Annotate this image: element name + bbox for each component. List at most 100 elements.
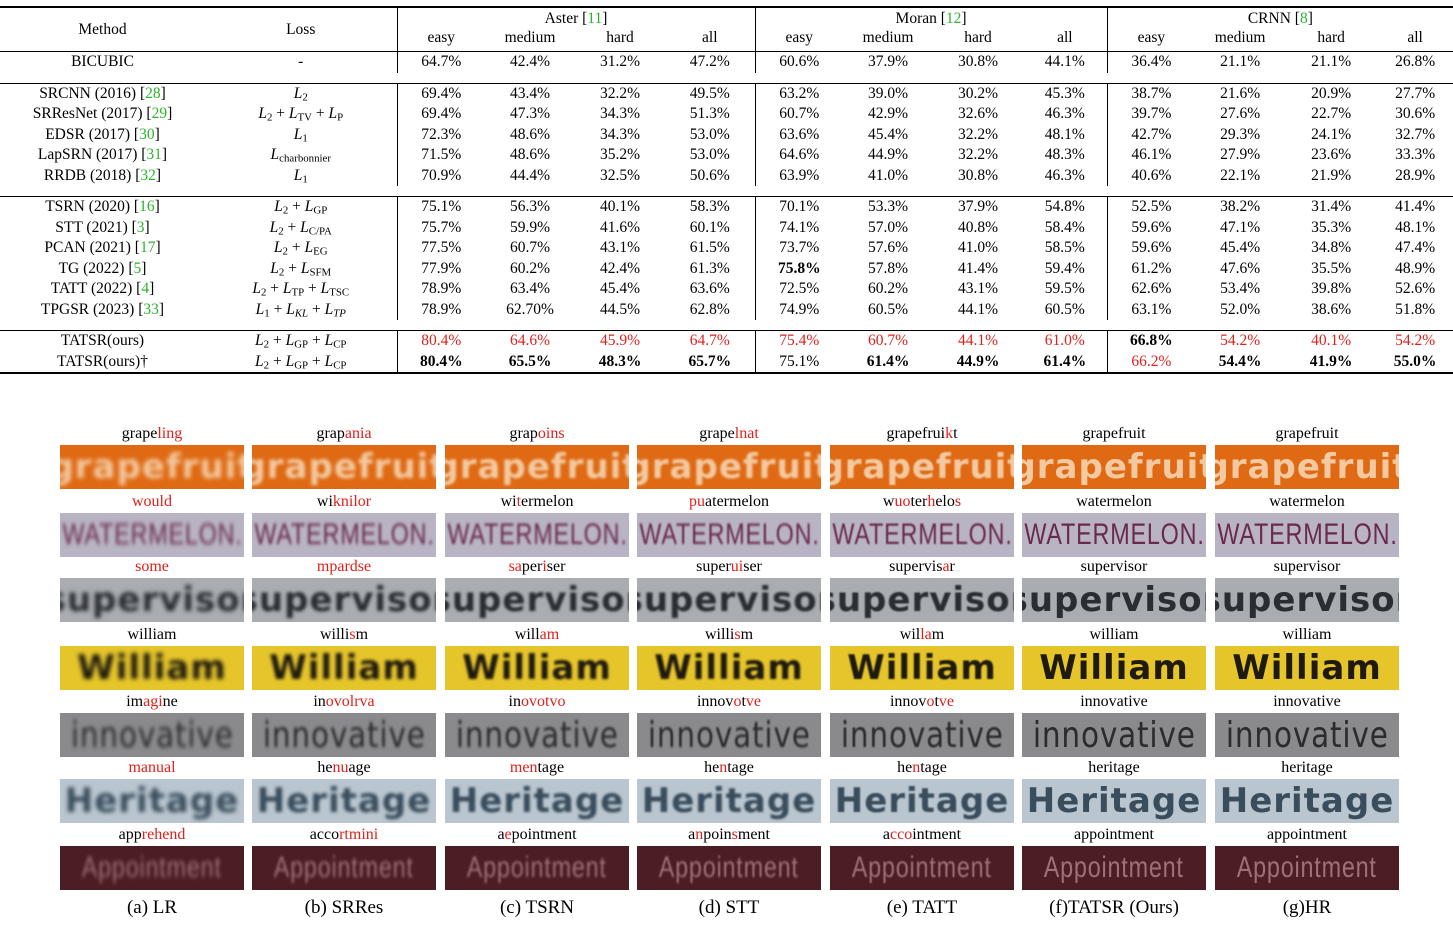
wrong-chars: s <box>731 826 738 843</box>
value-cell: 53.3% <box>843 196 934 218</box>
figure-cell: grapeling grapefruit <box>60 425 244 492</box>
prediction-label: appointment <box>1215 826 1399 844</box>
value-cell: 44.5% <box>599 300 641 318</box>
loss-cell: Lcharbonnier <box>270 146 331 165</box>
text-image-crop: grapefruit <box>252 445 436 489</box>
value-cell: 71.5% <box>396 145 485 166</box>
correct-chars: he <box>897 759 913 776</box>
wrong-chars: sa <box>508 558 522 575</box>
text-image-crop: WATERMELON. <box>830 513 1014 557</box>
text-image-crop: Heritage <box>1215 779 1399 823</box>
figure-cell: innovative innovative <box>1022 693 1206 760</box>
citation: 5 <box>133 259 142 277</box>
value-cell: 80.4% <box>396 351 485 374</box>
value-cell: 59.5% <box>1044 280 1085 297</box>
correct-chars: ser <box>546 558 566 575</box>
method-name: STT (2021) <box>55 218 128 236</box>
loss-cell: L1 <box>293 166 308 186</box>
figure-cell: willam William <box>445 626 629 693</box>
value-cell: 49.5% <box>665 82 756 104</box>
figure-cell: some supervisor <box>60 558 244 625</box>
prediction-label: wiknilor <box>252 493 436 511</box>
wrong-chars: t <box>516 493 522 510</box>
value-cell: 60.1% <box>689 218 730 236</box>
method-name: TG (2022) <box>58 259 125 277</box>
method-name: EDSR (2017) <box>45 125 131 143</box>
citation: 8 <box>1299 10 1308 27</box>
text-image-crop: innovative <box>60 713 244 757</box>
value-cell: 74.9% <box>754 299 844 320</box>
figure-cell: supervisar supervisor <box>830 558 1014 625</box>
correct-chars: grape <box>121 425 158 442</box>
prediction-label: innovotve <box>637 693 821 711</box>
prediction-label: mpardse <box>252 558 436 576</box>
figure-cell: watermelon WATERMELON. <box>1022 493 1206 560</box>
text-image-crop: innovative <box>1215 713 1399 757</box>
subcol-header-all: all <box>1057 29 1073 46</box>
wrong-chars: k <box>945 425 954 442</box>
citation: 12 <box>945 10 962 27</box>
value-cell: 51.3% <box>689 105 730 122</box>
value-cell: 44.1% <box>958 300 999 318</box>
figure-cell: inovolrva innovative <box>252 693 436 760</box>
value-cell: 78.9% <box>396 299 485 320</box>
correct-chars: in <box>508 693 521 710</box>
value-cell: 57.6% <box>868 239 909 256</box>
value-cell: 60.5% <box>868 300 909 318</box>
value-cell: 34.8% <box>1311 239 1352 256</box>
prediction-label: hentage <box>637 759 821 777</box>
crop-text: innovative <box>262 714 426 756</box>
text-image-crop: Heritage <box>1022 779 1206 823</box>
value-cell: 53.0% <box>689 146 730 163</box>
prediction-label: grapelnat <box>637 425 821 443</box>
value-cell: 41.0% <box>868 166 909 184</box>
crop-text: supervisor <box>830 580 1014 620</box>
crop-text: William <box>847 648 997 688</box>
value-cell: 44.9% <box>868 146 909 163</box>
value-cell: 47.3% <box>509 105 551 122</box>
table-row: EDSR (2017) [30] L1 72.3% 48.6% 34.3% 53.0% 63… <box>0 124 1453 145</box>
crop-text: supervisor <box>637 580 821 620</box>
text-image-crop: WATERMELON. <box>60 513 244 557</box>
wrong-chars: cco <box>890 826 913 843</box>
subcol-header-medium: medium <box>1214 29 1266 46</box>
figure-cell: grapania grapefruit <box>252 425 436 492</box>
value-cell: 42.4% <box>599 259 641 277</box>
subcol-header-easy: easy <box>1106 29 1196 52</box>
loss-cell: L2 + LC/PA <box>269 218 332 238</box>
crop-text: grapefruit <box>252 447 436 487</box>
correct-chars: willi <box>704 626 735 643</box>
figure-cell: wuoterhelos WATERMELON. <box>830 493 1014 560</box>
value-cell: 47.2% <box>665 51 756 73</box>
value-cell: 60.5% <box>1044 300 1085 318</box>
text-image-crop: William <box>1215 646 1399 690</box>
value-cell: 60.6% <box>754 51 844 73</box>
correct-chars: wi <box>316 493 333 510</box>
prediction-label: witermelon <box>445 493 629 511</box>
correct-chars: ter <box>910 493 928 510</box>
value-cell: 30.6% <box>1395 105 1436 122</box>
prediction-label: wuoterhelos <box>830 493 1014 511</box>
prediction-label: mentage <box>445 759 629 777</box>
method-cell: TPGSR (2023) [33] <box>40 300 165 318</box>
wrong-chars: nu <box>332 759 349 776</box>
method-cell: TATSR(ours)† <box>0 351 205 374</box>
figure-cell: supervisor supervisor <box>1215 558 1399 625</box>
value-cell: 52.0% <box>1220 300 1261 318</box>
value-cell: 43.1% <box>958 280 999 297</box>
figure-cell: accortmini Appointment <box>252 826 436 893</box>
value-cell: 77.9% <box>396 258 485 279</box>
value-cell: 33.3% <box>1395 146 1436 163</box>
method-name: BICUBIC <box>71 53 134 70</box>
correct-chars: he <box>704 759 720 776</box>
wrong-chars: s <box>349 626 356 643</box>
figure-cell: apprehend Appointment <box>60 826 244 893</box>
figure-column-4: grapelnat grapefruit puatermelon WATERMELON… <box>637 425 821 925</box>
figure-column-3: grapoins grapefruit witermelon WATERMELON. s… <box>445 425 629 925</box>
correct-chars: w <box>882 493 895 510</box>
value-cell: 30.8% <box>933 51 1024 73</box>
wrong-chars: lnat <box>734 425 759 442</box>
wrong-chars: o <box>926 693 935 710</box>
citation: 28 <box>145 84 161 102</box>
value-cell: 48.3% <box>1044 146 1085 163</box>
